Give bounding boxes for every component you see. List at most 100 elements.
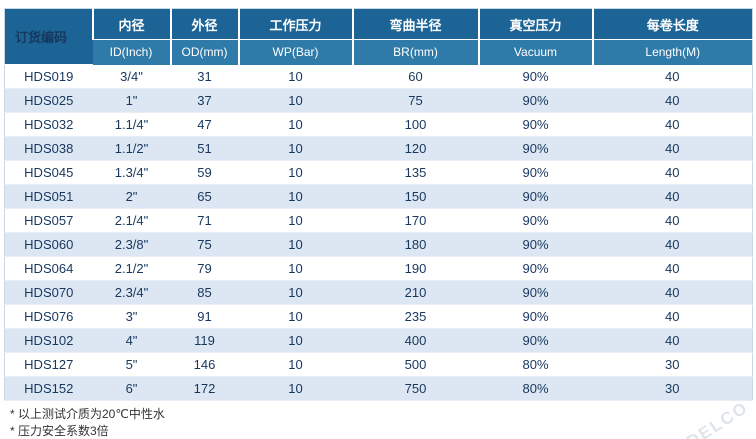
table-body: HDS019 3/4" 31 10 60 90% 40 HDS025 1" 37 10 75 90% 40… bbox=[4, 64, 753, 401]
value-cell: 120 bbox=[352, 136, 479, 161]
value-cell: 10 bbox=[238, 352, 353, 377]
value-cell: 2.1/2" bbox=[92, 256, 171, 281]
header-roll-length: 每卷长度 bbox=[591, 8, 753, 40]
value-cell: 40 bbox=[592, 136, 753, 161]
value-cell: 172 bbox=[170, 376, 239, 401]
table-row: HDS032 1.1/4" 47 10 100 90% 40 bbox=[4, 112, 753, 137]
value-cell: 210 bbox=[352, 280, 479, 305]
value-cell: 90% bbox=[478, 304, 593, 329]
value-cell: 2.3/4" bbox=[92, 280, 171, 305]
order-code-cell: HDS038 bbox=[4, 136, 93, 161]
order-code-cell: HDS127 bbox=[4, 352, 93, 377]
subheader-od-mm: OD(mm) bbox=[169, 39, 239, 65]
value-cell: 90% bbox=[478, 208, 593, 233]
value-cell: 37 bbox=[170, 88, 239, 113]
value-cell: 90% bbox=[478, 160, 593, 185]
footnote-safety-factor: * 压力安全系数3倍 bbox=[10, 424, 109, 438]
value-cell: 4" bbox=[92, 328, 171, 353]
value-cell: 10 bbox=[238, 64, 353, 89]
value-cell: 10 bbox=[238, 280, 353, 305]
value-cell: 90% bbox=[478, 328, 593, 353]
order-code-cell: HDS019 bbox=[4, 64, 93, 89]
value-cell: 10 bbox=[238, 256, 353, 281]
table-row: HDS060 2.3/8" 75 10 180 90% 40 bbox=[4, 232, 753, 257]
value-cell: 40 bbox=[592, 112, 753, 137]
value-cell: 5" bbox=[92, 352, 171, 377]
header-working-pressure: 工作压力 bbox=[237, 8, 353, 40]
order-code-cell: HDS060 bbox=[4, 232, 93, 257]
header-bend-radius: 弯曲半径 bbox=[351, 8, 479, 40]
value-cell: 91 bbox=[170, 304, 239, 329]
table-row: HDS057 2.1/4" 71 10 170 90% 40 bbox=[4, 208, 753, 233]
order-code-cell: HDS051 bbox=[4, 184, 93, 209]
value-cell: 71 bbox=[170, 208, 239, 233]
table-row: HDS045 1.3/4" 59 10 135 90% 40 bbox=[4, 160, 753, 185]
value-cell: 146 bbox=[170, 352, 239, 377]
value-cell: 65 bbox=[170, 184, 239, 209]
value-cell: 10 bbox=[238, 160, 353, 185]
value-cell: 40 bbox=[592, 256, 753, 281]
subheader-length-m: Length(M) bbox=[591, 39, 753, 65]
value-cell: 180 bbox=[352, 232, 479, 257]
table-row: HDS102 4" 119 10 400 90% 40 bbox=[4, 328, 753, 353]
value-cell: 10 bbox=[238, 376, 353, 401]
value-cell: 30 bbox=[592, 352, 753, 377]
value-cell: 150 bbox=[352, 184, 479, 209]
table-row: HDS127 5" 146 10 500 80% 30 bbox=[4, 352, 753, 377]
order-code-cell: HDS070 bbox=[4, 280, 93, 305]
value-cell: 40 bbox=[592, 232, 753, 257]
value-cell: 10 bbox=[238, 88, 353, 113]
value-cell: 10 bbox=[238, 328, 353, 353]
value-cell: 90% bbox=[478, 64, 593, 89]
header-inner-diameter: 内径 bbox=[91, 8, 171, 40]
value-cell: 40 bbox=[592, 208, 753, 233]
value-cell: 75 bbox=[352, 88, 479, 113]
subheader-id-inch: ID(Inch) bbox=[92, 39, 171, 65]
value-cell: 10 bbox=[238, 136, 353, 161]
value-cell: 3" bbox=[92, 304, 171, 329]
table-row: HDS070 2.3/4" 85 10 210 90% 40 bbox=[4, 280, 753, 305]
value-cell: 40 bbox=[592, 160, 753, 185]
value-cell: 1.1/4" bbox=[92, 112, 171, 137]
subheader-br-mm: BR(mm) bbox=[351, 39, 479, 65]
value-cell: 80% bbox=[478, 352, 593, 377]
value-cell: 235 bbox=[352, 304, 479, 329]
value-cell: 10 bbox=[238, 232, 353, 257]
subheader-vacuum: Vacuum bbox=[477, 39, 593, 65]
value-cell: 90% bbox=[478, 136, 593, 161]
order-code-cell: HDS102 bbox=[4, 328, 93, 353]
value-cell: 40 bbox=[592, 64, 753, 89]
value-cell: 2.1/4" bbox=[92, 208, 171, 233]
order-code-cell: HDS064 bbox=[4, 256, 93, 281]
order-code-cell: HDS076 bbox=[4, 304, 93, 329]
value-cell: 60 bbox=[352, 64, 479, 89]
value-cell: 10 bbox=[238, 184, 353, 209]
value-cell: 90% bbox=[478, 184, 593, 209]
table-row: HDS152 6" 172 10 750 80% 30 bbox=[4, 376, 753, 401]
value-cell: 80% bbox=[478, 376, 593, 401]
value-cell: 170 bbox=[352, 208, 479, 233]
value-cell: 90% bbox=[478, 280, 593, 305]
value-cell: 500 bbox=[352, 352, 479, 377]
order-code-cell: HDS032 bbox=[4, 112, 93, 137]
value-cell: 40 bbox=[592, 88, 753, 113]
value-cell: 79 bbox=[170, 256, 239, 281]
footnotes: * 以上测试介质为20℃中性水 * 压力安全系数3倍 bbox=[4, 406, 752, 439]
header-outer-diameter: 外径 bbox=[169, 8, 239, 40]
value-cell: 90% bbox=[478, 88, 593, 113]
value-cell: 10 bbox=[238, 208, 353, 233]
value-cell: 47 bbox=[170, 112, 239, 137]
value-cell: 1.1/2" bbox=[92, 136, 171, 161]
order-code-cell: HDS025 bbox=[4, 88, 93, 113]
subheader-wp-bar: WP(Bar) bbox=[237, 39, 353, 65]
table-row: HDS025 1" 37 10 75 90% 40 bbox=[4, 88, 753, 113]
value-cell: 750 bbox=[352, 376, 479, 401]
value-cell: 100 bbox=[352, 112, 479, 137]
value-cell: 1" bbox=[92, 88, 171, 113]
value-cell: 40 bbox=[592, 280, 753, 305]
order-code-cell: HDS057 bbox=[4, 208, 93, 233]
value-cell: 40 bbox=[592, 184, 753, 209]
value-cell: 51 bbox=[170, 136, 239, 161]
header-order-code: 订货编码 bbox=[4, 8, 93, 65]
